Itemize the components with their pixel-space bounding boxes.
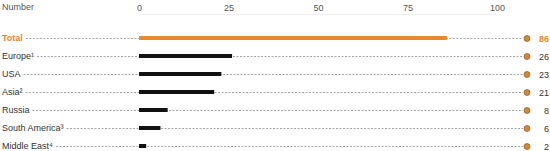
category-label: South America³ xyxy=(2,123,64,133)
leader-line xyxy=(37,56,523,57)
row-marker xyxy=(524,108,530,114)
axis-line xyxy=(140,14,498,15)
data-label: 23 xyxy=(539,70,549,80)
row-marker xyxy=(524,72,530,78)
row-marker xyxy=(524,36,530,42)
row-marker xyxy=(524,144,530,150)
leader-line xyxy=(56,146,523,147)
row-marker xyxy=(524,90,530,96)
chart: Number 0 25 50 75 100 Total Europe¹ USA Asia² Russ… xyxy=(0,0,550,151)
tick-label: 25 xyxy=(224,3,234,13)
category-label: Total xyxy=(2,33,23,43)
bar xyxy=(139,126,160,130)
leaders xyxy=(24,39,523,147)
category-label: USA xyxy=(2,69,21,79)
data-label: 21 xyxy=(539,88,549,98)
bar xyxy=(139,54,232,58)
leader-line xyxy=(67,128,523,129)
data-labels: 86262321862 xyxy=(539,34,549,151)
data-label: 8 xyxy=(544,106,549,116)
category-labels: Total Europe¹ USA Asia² Russia South America³… xyxy=(2,33,64,151)
category-label: Europe¹ xyxy=(2,51,34,61)
bars xyxy=(139,36,447,148)
tick-label: 100 xyxy=(490,3,505,13)
tick-label: 0 xyxy=(137,3,142,13)
tick: 100 xyxy=(490,3,505,14)
data-label: 26 xyxy=(539,52,549,62)
row-marker xyxy=(524,126,530,132)
bar xyxy=(139,108,168,112)
leader-line xyxy=(24,74,523,75)
axis-label: Number xyxy=(2,2,34,12)
category-label: Middle East⁴ xyxy=(2,141,53,151)
tick: 25 xyxy=(224,3,234,14)
bar xyxy=(139,144,146,148)
tick-label: 75 xyxy=(403,3,413,13)
x-axis: 0 25 50 75 100 xyxy=(137,3,505,15)
tick-label: 50 xyxy=(313,3,323,13)
category-label: Russia xyxy=(2,105,30,115)
bar xyxy=(139,90,214,94)
row-marker xyxy=(524,54,530,60)
leader-line xyxy=(33,110,523,111)
data-label: 86 xyxy=(539,34,549,44)
tick: 50 xyxy=(313,3,323,14)
category-label: Asia² xyxy=(2,87,23,97)
tick: 75 xyxy=(403,3,413,14)
bar xyxy=(139,72,221,76)
tick: 0 xyxy=(137,3,142,14)
data-label: 2 xyxy=(544,142,549,151)
markers xyxy=(524,36,530,150)
data-label: 6 xyxy=(544,124,549,134)
leader-line xyxy=(26,92,523,93)
bar xyxy=(139,36,447,40)
